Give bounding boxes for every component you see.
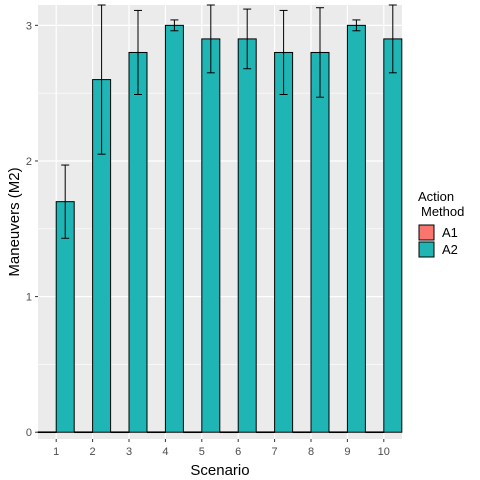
x-tick-label: 7 [272,446,278,458]
y-tick-label: 1 [26,292,32,304]
bar-A1-4 [146,431,166,434]
bar-A1-6 [219,431,239,434]
legend-key-A2 [418,241,435,258]
x-axis: 1 2 3 4 5 6 7 8 9 10 [53,439,390,458]
y-tick-label: 2 [26,156,32,168]
x-tick-label: 2 [90,446,96,458]
bar-A2-7 [274,51,294,433]
x-axis-title: Scenario [190,462,249,479]
bar-A2-5 [201,38,221,433]
x-tick-label: 1 [53,446,59,458]
legend: Action Method A1 A2 [418,189,464,258]
bar-A1-1 [37,431,57,434]
x-tick-label: 4 [162,446,168,458]
legend-label-A1: A1 [442,225,458,240]
bar-A1-5 [183,431,203,434]
bar-A2-10 [383,38,403,433]
legend-title-line1: Action [418,189,454,204]
bar-A1-2 [74,431,94,434]
x-tick-label: 5 [199,446,205,458]
y-tick-label: 0 [26,427,32,439]
x-tick-label: 3 [126,446,132,458]
y-tick-label: 3 [26,20,32,32]
bar-A1-10 [365,431,385,434]
bar-A1-3 [110,431,130,434]
x-tick-label: 10 [378,446,390,458]
bar-A2-6 [237,38,257,433]
bar-A1-7 [256,431,276,434]
bar-A2-4 [164,24,184,433]
x-tick-label: 6 [235,446,241,458]
legend-key-A1 [418,224,435,241]
legend-title-line2: Method [421,204,464,219]
bar-A1-8 [292,431,312,434]
bar-A2-3 [128,51,148,433]
y-axis: 0 1 2 3 [26,20,38,439]
y-axis-title: Maneuvers (M2) [6,167,23,276]
x-tick-label: 9 [344,446,350,458]
error-bars [61,4,397,239]
bar-A2-9 [346,24,366,433]
bar-A2-8 [310,51,330,433]
bar-A1-9 [328,431,348,434]
legend-label-A2: A2 [442,242,458,257]
bars [37,24,403,434]
x-tick-label: 8 [308,446,314,458]
